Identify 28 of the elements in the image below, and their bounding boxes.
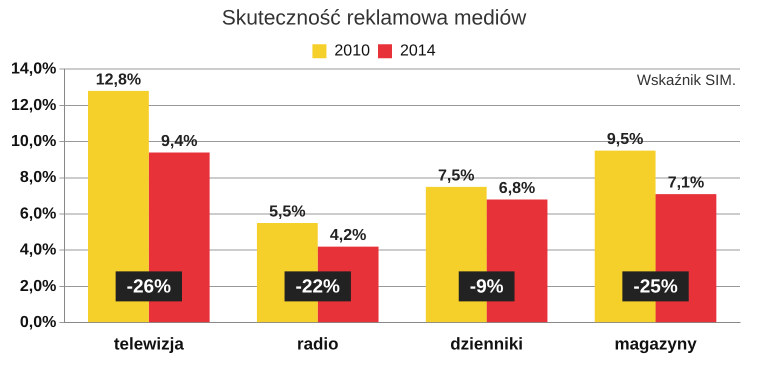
data-label: 9,4% xyxy=(160,132,198,150)
y-tick-label: 8,0% xyxy=(20,169,56,186)
legend-label: 2010 xyxy=(334,42,370,60)
data-label: 7,1% xyxy=(668,174,704,192)
legend-label: 2014 xyxy=(400,42,436,60)
y-tick-label: 10,0% xyxy=(10,133,56,150)
annotation: Wskaźnik SIM. xyxy=(636,72,736,89)
data-label: 4,2% xyxy=(330,226,366,244)
y-tick-label: 0,0% xyxy=(20,314,56,332)
data-label: 6,8% xyxy=(498,180,536,197)
x-tick-label: dzienniki xyxy=(450,334,524,354)
data-label: 9,5% xyxy=(606,131,644,148)
annotation: -9% xyxy=(470,276,504,298)
x-tick-label: telewizja xyxy=(114,334,184,354)
annotation: -26% xyxy=(126,276,172,298)
annotation: -25% xyxy=(633,276,678,298)
chart-title: Skuteczność reklamowa mediów xyxy=(222,6,528,30)
annotation: -22% xyxy=(296,276,340,298)
x-tick-label: radio xyxy=(296,334,339,354)
y-tick-label: 6,0% xyxy=(20,205,56,222)
y-tick-label: 2,0% xyxy=(20,278,56,295)
y-tick-label: 14,0% xyxy=(10,60,56,78)
y-tick-label: 4,0% xyxy=(20,242,56,259)
data-label: 5,5% xyxy=(269,203,306,220)
data-label: 7,5% xyxy=(438,167,474,184)
y-tick-label: 12,0% xyxy=(10,96,56,114)
data-label: 12,8% xyxy=(96,71,142,88)
x-tick-label: magazyny xyxy=(614,334,698,354)
